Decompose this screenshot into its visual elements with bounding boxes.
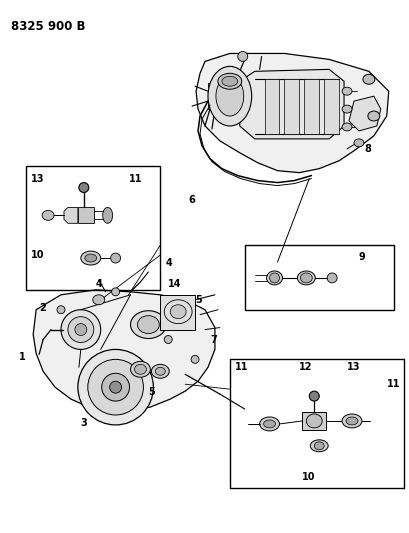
Text: 4: 4 bbox=[96, 279, 102, 289]
Ellipse shape bbox=[216, 76, 243, 116]
Bar bbox=[284, 79, 299, 134]
Ellipse shape bbox=[353, 139, 363, 147]
Text: 9: 9 bbox=[358, 252, 365, 262]
Ellipse shape bbox=[306, 414, 321, 428]
Text: 5: 5 bbox=[148, 387, 155, 397]
Bar bbox=[303, 79, 319, 134]
Text: 11: 11 bbox=[386, 379, 399, 389]
Ellipse shape bbox=[297, 271, 315, 285]
Ellipse shape bbox=[310, 440, 327, 452]
Text: 8: 8 bbox=[363, 144, 370, 154]
Bar bbox=[26, 166, 160, 290]
Text: 5: 5 bbox=[195, 295, 201, 305]
Ellipse shape bbox=[341, 123, 351, 131]
Text: 11: 11 bbox=[234, 362, 248, 373]
Text: 3: 3 bbox=[81, 418, 88, 428]
Ellipse shape bbox=[266, 271, 282, 285]
Ellipse shape bbox=[237, 52, 247, 61]
Ellipse shape bbox=[345, 417, 357, 425]
Text: 10: 10 bbox=[301, 472, 315, 482]
Ellipse shape bbox=[151, 365, 169, 378]
Ellipse shape bbox=[207, 67, 251, 126]
Polygon shape bbox=[301, 412, 326, 430]
Ellipse shape bbox=[341, 87, 351, 95]
Ellipse shape bbox=[79, 183, 89, 192]
Text: 7: 7 bbox=[209, 335, 216, 344]
Ellipse shape bbox=[130, 361, 150, 377]
Bar bbox=[264, 79, 279, 134]
Text: 11: 11 bbox=[128, 174, 142, 183]
Polygon shape bbox=[78, 207, 94, 223]
Text: 1: 1 bbox=[19, 352, 26, 362]
Text: 4: 4 bbox=[165, 258, 172, 268]
Ellipse shape bbox=[221, 76, 237, 86]
Ellipse shape bbox=[217, 74, 241, 89]
Ellipse shape bbox=[102, 207, 112, 223]
Ellipse shape bbox=[259, 417, 279, 431]
Text: 12: 12 bbox=[299, 362, 312, 373]
Ellipse shape bbox=[61, 310, 101, 350]
Ellipse shape bbox=[155, 367, 165, 375]
Ellipse shape bbox=[101, 373, 129, 401]
Ellipse shape bbox=[191, 356, 198, 364]
Ellipse shape bbox=[300, 273, 312, 283]
Text: 13: 13 bbox=[346, 362, 360, 373]
Text: 14: 14 bbox=[168, 279, 181, 289]
Polygon shape bbox=[239, 69, 343, 139]
Ellipse shape bbox=[170, 305, 186, 319]
Ellipse shape bbox=[367, 111, 379, 121]
Ellipse shape bbox=[362, 74, 374, 84]
Bar bbox=[244, 245, 393, 310]
Ellipse shape bbox=[130, 311, 166, 338]
Ellipse shape bbox=[269, 273, 279, 283]
Ellipse shape bbox=[313, 442, 324, 450]
Polygon shape bbox=[160, 295, 195, 329]
Ellipse shape bbox=[134, 365, 146, 374]
Polygon shape bbox=[64, 207, 78, 223]
Ellipse shape bbox=[78, 350, 153, 425]
Ellipse shape bbox=[110, 253, 120, 263]
Ellipse shape bbox=[137, 316, 159, 334]
Ellipse shape bbox=[88, 359, 143, 415]
Ellipse shape bbox=[57, 306, 65, 314]
Bar bbox=[324, 79, 338, 134]
Ellipse shape bbox=[42, 211, 54, 220]
Ellipse shape bbox=[164, 336, 172, 343]
Polygon shape bbox=[33, 290, 214, 411]
Ellipse shape bbox=[85, 254, 97, 262]
Ellipse shape bbox=[341, 105, 351, 113]
Ellipse shape bbox=[109, 381, 121, 393]
Ellipse shape bbox=[81, 251, 101, 265]
Text: 6: 6 bbox=[188, 196, 194, 205]
Bar bbox=[229, 359, 402, 488]
Ellipse shape bbox=[308, 391, 319, 401]
Ellipse shape bbox=[341, 414, 361, 428]
Text: 2: 2 bbox=[39, 303, 46, 313]
Text: 8325 900 B: 8325 900 B bbox=[11, 20, 85, 33]
Ellipse shape bbox=[75, 324, 87, 336]
Polygon shape bbox=[196, 53, 388, 173]
Polygon shape bbox=[207, 83, 251, 109]
Ellipse shape bbox=[326, 273, 336, 283]
Ellipse shape bbox=[111, 288, 119, 296]
Ellipse shape bbox=[92, 295, 104, 305]
Text: 10: 10 bbox=[31, 250, 45, 260]
Text: 13: 13 bbox=[31, 174, 45, 183]
Polygon shape bbox=[348, 96, 380, 131]
Ellipse shape bbox=[263, 420, 275, 428]
Ellipse shape bbox=[68, 317, 94, 343]
